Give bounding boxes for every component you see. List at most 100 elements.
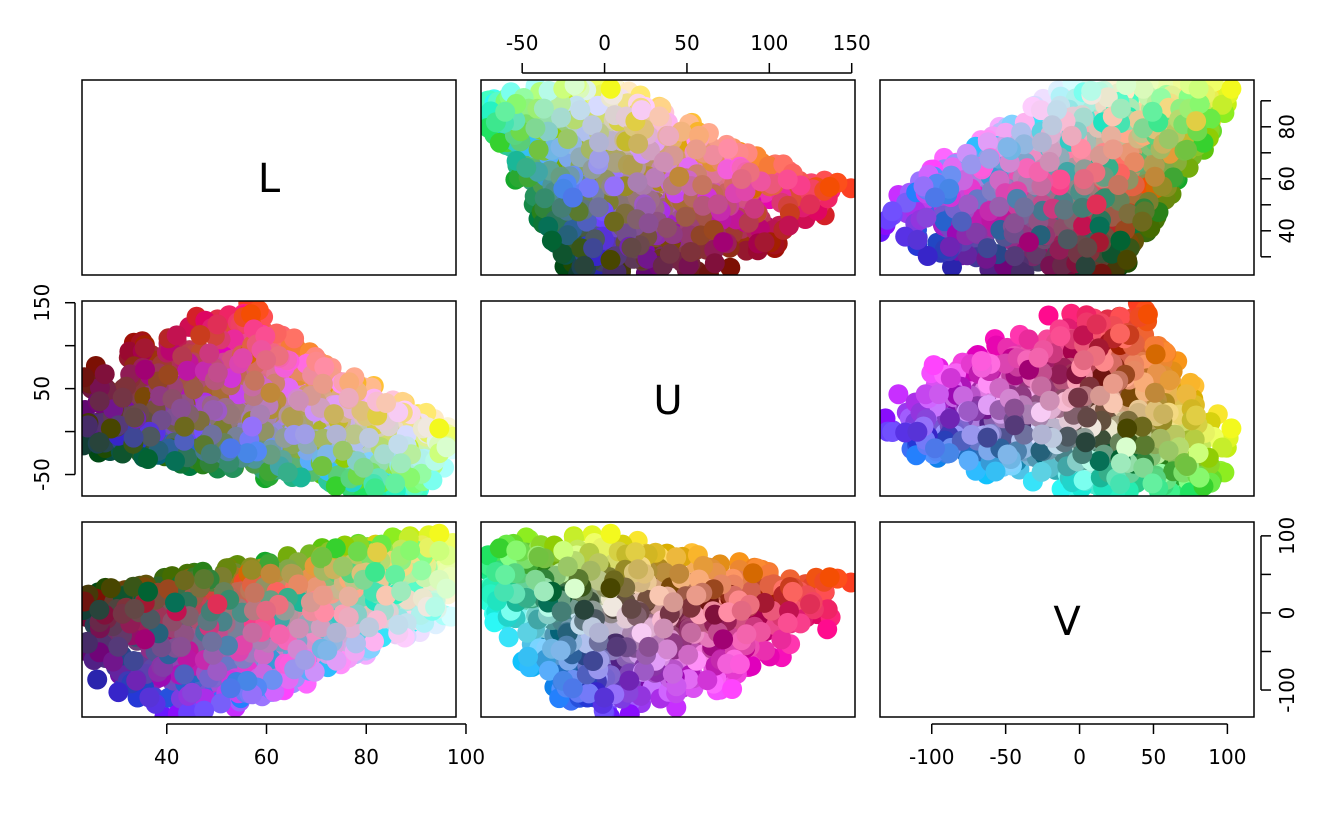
data-point bbox=[680, 242, 701, 262]
data-point bbox=[1061, 125, 1082, 146]
data-point bbox=[800, 194, 821, 215]
data-point bbox=[1073, 169, 1094, 189]
data-point bbox=[888, 384, 909, 405]
data-point bbox=[436, 437, 456, 458]
data-point bbox=[1019, 232, 1039, 253]
data-point bbox=[557, 129, 578, 149]
data-point bbox=[907, 229, 928, 250]
data-point bbox=[604, 176, 625, 197]
data-point bbox=[985, 461, 1006, 482]
data-point bbox=[1004, 246, 1025, 267]
data-point bbox=[207, 314, 228, 335]
data-point bbox=[200, 444, 221, 464]
scatter-v-vs-u bbox=[880, 301, 1242, 496]
data-point bbox=[1212, 437, 1233, 458]
data-point bbox=[1110, 474, 1131, 494]
data-point bbox=[659, 243, 680, 264]
data-point bbox=[1132, 211, 1153, 232]
data-point bbox=[1050, 169, 1071, 190]
data-point bbox=[1004, 213, 1025, 234]
data-point bbox=[882, 201, 903, 222]
data-point bbox=[754, 232, 775, 253]
panel-v-label: V bbox=[879, 521, 1255, 718]
data-point bbox=[1073, 215, 1094, 236]
data-point bbox=[203, 400, 224, 420]
data-point bbox=[242, 416, 263, 437]
data-point bbox=[961, 154, 982, 175]
data-point bbox=[1075, 432, 1096, 453]
data-point bbox=[1103, 373, 1123, 394]
data-point bbox=[997, 137, 1018, 158]
data-point bbox=[82, 415, 98, 436]
data-point bbox=[1050, 326, 1071, 347]
data-point bbox=[977, 238, 998, 259]
data-point bbox=[1132, 416, 1153, 437]
data-point bbox=[1039, 151, 1060, 172]
data-point bbox=[1057, 229, 1078, 250]
data-point bbox=[961, 424, 982, 445]
data-point bbox=[1144, 166, 1165, 187]
data-point bbox=[1188, 80, 1209, 99]
data-point bbox=[284, 328, 305, 349]
data-point bbox=[1153, 404, 1174, 425]
data-point bbox=[570, 100, 591, 121]
diagonal-label-v: V bbox=[1053, 599, 1081, 645]
data-point bbox=[260, 382, 281, 403]
data-point bbox=[653, 151, 674, 172]
data-point bbox=[1086, 194, 1107, 215]
data-point bbox=[312, 456, 333, 476]
data-point bbox=[1018, 329, 1039, 350]
data-point bbox=[600, 249, 621, 270]
data-point bbox=[1116, 437, 1137, 458]
data-point bbox=[89, 432, 110, 453]
data-point bbox=[256, 350, 277, 371]
data-point bbox=[686, 139, 707, 160]
data-point bbox=[174, 416, 195, 437]
data-point bbox=[277, 462, 298, 483]
data-point bbox=[528, 139, 549, 160]
data-point bbox=[1073, 470, 1094, 491]
data-point bbox=[1142, 101, 1163, 122]
data-point bbox=[758, 156, 779, 177]
data-point bbox=[1144, 382, 1165, 403]
data-point bbox=[1091, 263, 1112, 275]
data-point bbox=[627, 172, 648, 193]
data-point bbox=[942, 257, 962, 275]
data-point bbox=[1142, 473, 1163, 494]
data-point bbox=[819, 176, 840, 197]
data-point bbox=[940, 368, 961, 388]
data-point bbox=[574, 255, 595, 275]
diagonal-label-u: U bbox=[653, 378, 682, 424]
data-point bbox=[589, 132, 609, 153]
data-point bbox=[339, 372, 360, 393]
data-point bbox=[925, 187, 945, 208]
data-point bbox=[744, 198, 765, 219]
data-point bbox=[1031, 461, 1052, 482]
data-point bbox=[1133, 457, 1154, 478]
data-point bbox=[376, 393, 397, 413]
data-point bbox=[1030, 100, 1051, 121]
data-point bbox=[326, 424, 347, 445]
data-point bbox=[1004, 398, 1025, 419]
data-point bbox=[338, 387, 359, 408]
data-point bbox=[288, 390, 309, 411]
data-point bbox=[907, 421, 928, 442]
data-point bbox=[923, 355, 944, 376]
data-point bbox=[777, 169, 798, 190]
scatter-l-vs-v bbox=[82, 523, 456, 717]
data-point bbox=[675, 206, 696, 227]
data-point bbox=[997, 444, 1018, 465]
data-point bbox=[158, 364, 179, 385]
data-point bbox=[1186, 405, 1207, 426]
data-point bbox=[1110, 323, 1130, 344]
diagonal-label-l: L bbox=[258, 156, 281, 202]
data-point bbox=[489, 132, 510, 153]
data-point bbox=[649, 106, 670, 127]
data-point bbox=[1073, 325, 1094, 346]
scatter-v-vs-l bbox=[880, 80, 1242, 275]
data-point bbox=[779, 215, 799, 236]
data-point bbox=[1188, 443, 1209, 464]
data-point bbox=[281, 406, 302, 427]
data-point bbox=[951, 211, 972, 232]
data-point bbox=[325, 476, 346, 496]
